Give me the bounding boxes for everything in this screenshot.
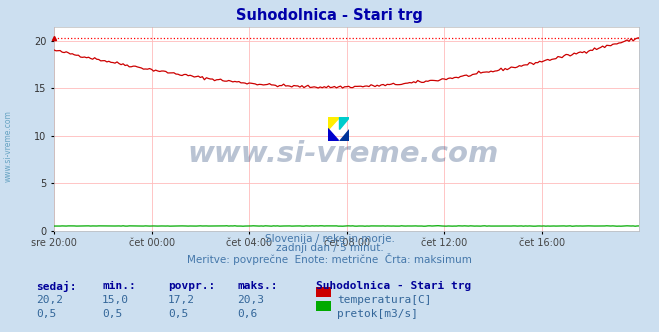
Text: Slovenija / reke in morje.: Slovenija / reke in morje.: [264, 234, 395, 244]
Text: Suhodolnica - Stari trg: Suhodolnica - Stari trg: [316, 281, 472, 290]
Polygon shape: [339, 117, 349, 128]
Text: 0,5: 0,5: [168, 309, 188, 319]
Text: temperatura[C]: temperatura[C]: [337, 295, 432, 305]
Text: sedaj:: sedaj:: [36, 281, 76, 291]
Text: 0,5: 0,5: [36, 309, 57, 319]
Polygon shape: [328, 117, 339, 128]
Text: 0,5: 0,5: [102, 309, 123, 319]
Text: www.si-vreme.com: www.si-vreme.com: [3, 110, 13, 182]
Text: zadnji dan / 5 minut.: zadnji dan / 5 minut.: [275, 243, 384, 253]
Text: pretok[m3/s]: pretok[m3/s]: [337, 309, 418, 319]
Text: Meritve: povprečne  Enote: metrične  Črta: maksimum: Meritve: povprečne Enote: metrične Črta:…: [187, 253, 472, 265]
Text: 15,0: 15,0: [102, 295, 129, 305]
Polygon shape: [328, 128, 339, 140]
Text: 17,2: 17,2: [168, 295, 195, 305]
Text: maks.:: maks.:: [237, 281, 277, 290]
Text: Suhodolnica - Stari trg: Suhodolnica - Stari trg: [236, 8, 423, 23]
Text: 20,3: 20,3: [237, 295, 264, 305]
Text: povpr.:: povpr.:: [168, 281, 215, 290]
Text: 0,6: 0,6: [237, 309, 258, 319]
Text: 20,2: 20,2: [36, 295, 63, 305]
Text: min.:: min.:: [102, 281, 136, 290]
Text: www.si-vreme.com: www.si-vreme.com: [187, 140, 498, 168]
Polygon shape: [339, 128, 349, 140]
